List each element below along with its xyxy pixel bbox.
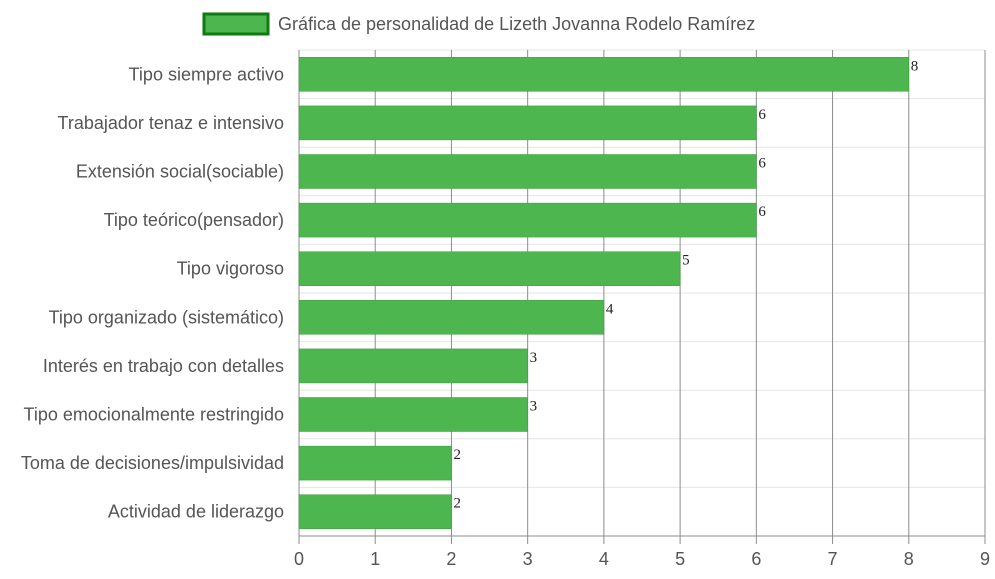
data-label: 8: [911, 58, 919, 74]
category-label: Interés en trabajo con detalles: [43, 356, 284, 376]
data-label: 3: [530, 350, 538, 366]
category-labels: Tipo siempre activo Trabajador tenaz e in…: [21, 64, 284, 521]
bar[interactable]: [298, 397, 528, 432]
data-label: 4: [606, 301, 614, 317]
x-tick-label: 2: [446, 549, 456, 569]
x-tick-label: 0: [294, 549, 304, 569]
bar[interactable]: [298, 154, 757, 189]
category-label: Tipo siempre activo: [129, 64, 284, 84]
legend-swatch: [202, 12, 270, 36]
category-label: Tipo organizado (sistemático): [49, 307, 284, 327]
category-label: Tipo emocionalmente restringido: [24, 405, 284, 425]
x-tick-label: 4: [599, 549, 609, 569]
data-label: 6: [758, 204, 766, 220]
data-label: 3: [530, 399, 538, 415]
bar[interactable]: [298, 202, 757, 238]
category-label: Tipo teórico(pensador): [104, 210, 284, 230]
x-tick-label: 6: [751, 549, 761, 569]
data-label: 6: [758, 156, 766, 172]
x-tick-label: 3: [523, 549, 533, 569]
bar[interactable]: [298, 348, 528, 384]
data-labels: 8 6 6 6 5 4 3 3 2 2: [453, 58, 918, 511]
category-label: Trabajador tenaz e intensivo: [58, 113, 284, 133]
x-tick-label: 8: [904, 549, 914, 569]
bar[interactable]: [298, 251, 681, 286]
bar[interactable]: [298, 105, 757, 141]
bar[interactable]: [298, 494, 452, 529]
bar[interactable]: [298, 445, 452, 481]
x-tick-label: 1: [370, 549, 380, 569]
x-tick-label: 5: [675, 549, 685, 569]
data-label: 2: [453, 447, 461, 463]
bar[interactable]: [298, 57, 910, 92]
category-label: Toma de decisiones/impulsividad: [21, 453, 284, 473]
bar[interactable]: [298, 300, 605, 335]
category-label: Tipo vigoroso: [177, 259, 284, 279]
data-label: 2: [453, 496, 461, 512]
legend-label: Gráfica de personalidad de Lizeth Jovann…: [278, 14, 755, 34]
x-axis-ticks: 0 1 2 3 4 5 6 7 8 9: [294, 549, 990, 569]
bars: [298, 57, 910, 529]
category-label: Extensión social(sociable): [76, 162, 284, 182]
x-tick-label: 9: [980, 549, 990, 569]
x-tick-label: 7: [828, 549, 838, 569]
legend[interactable]: Gráfica de personalidad de Lizeth Jovann…: [202, 12, 755, 36]
category-label: Actividad de liderazgo: [108, 502, 284, 522]
data-label: 6: [758, 107, 766, 123]
data-label: 5: [682, 253, 690, 269]
